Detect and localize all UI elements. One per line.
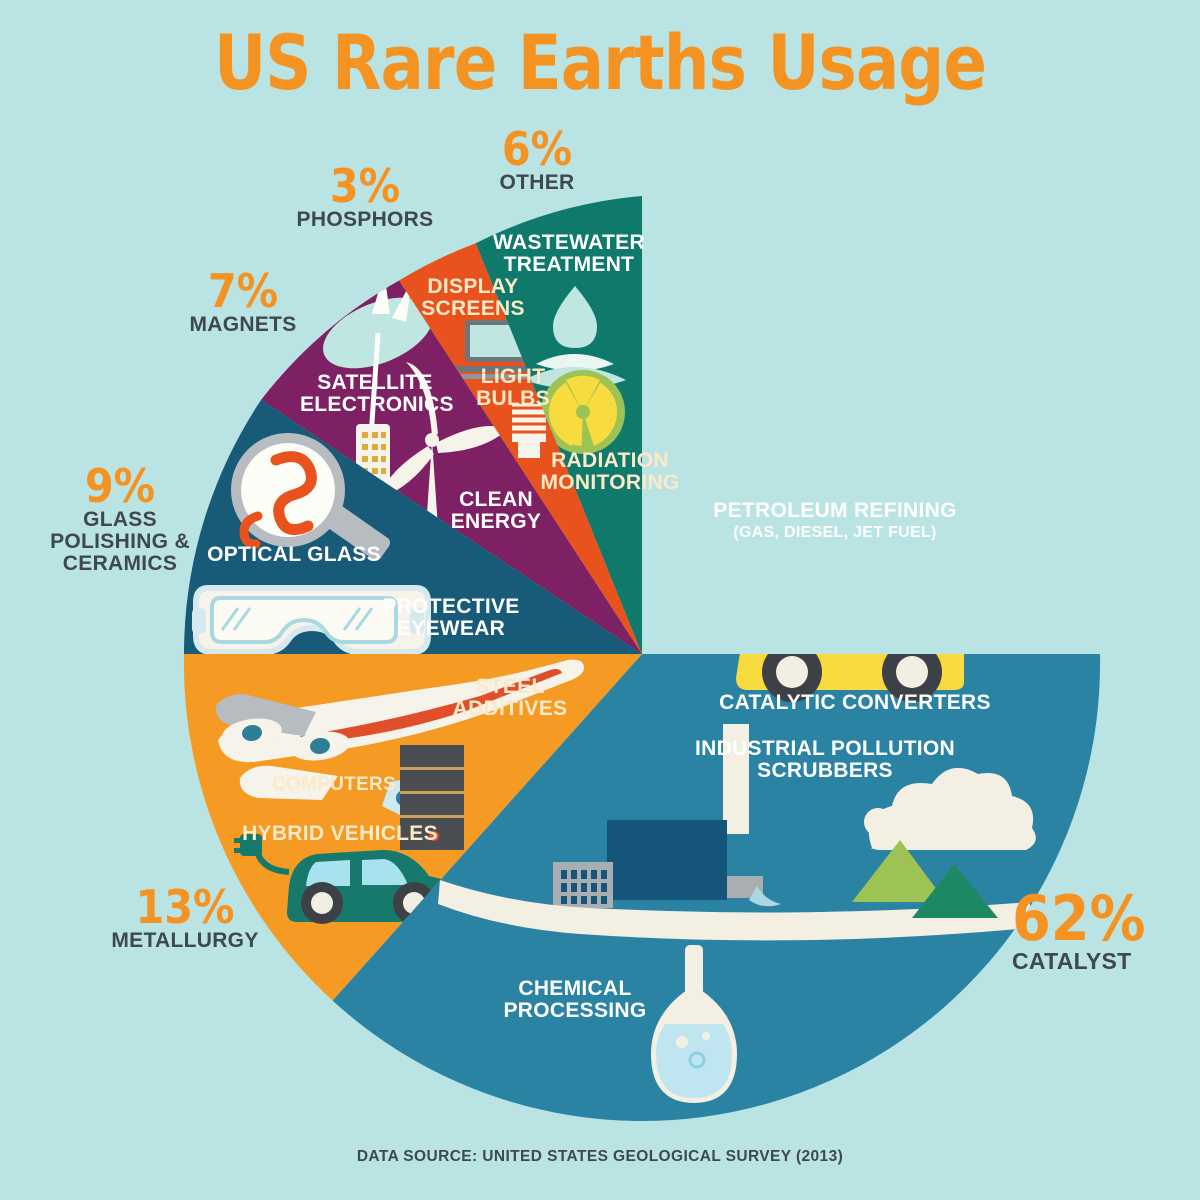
server-icon	[400, 745, 464, 850]
goggles-icon	[192, 585, 431, 654]
label-petroleum-sub: (GAS, DIESEL, JET FUEL)	[733, 523, 937, 541]
callout-catalyst-label: CATALYST	[1012, 947, 1132, 974]
label-wastewater-line1: WASTEWATER	[493, 231, 645, 254]
label-radiation-monitoring: RADIATION MONITORING	[530, 450, 690, 494]
label-satellite-line2: ELECTRONICS	[300, 392, 454, 416]
label-petroleum-refining: PETROLEUM REFINING (GAS, DIESEL, JET FUE…	[690, 500, 980, 541]
label-eyewear-line1: PROTECTIVE	[382, 595, 520, 618]
label-chemical-processing: CHEMICAL PROCESSING	[480, 978, 670, 1022]
callout-metallurgy-percent: 13%	[135, 880, 235, 934]
radiation-icon	[541, 370, 625, 454]
label-scrubbers-line2: SCRUBBERS	[757, 758, 893, 782]
label-clean-line1: CLEAN	[459, 488, 533, 511]
callout-catalyst[interactable]: 62% CATALYST	[1012, 882, 1192, 974]
label-radiation-line2: MONITORING	[540, 470, 680, 494]
callout-catalyst-percent: 62%	[1012, 882, 1146, 955]
slice-magnets[interactable]	[261, 280, 642, 655]
label-display-line1: DISPLAY	[427, 275, 519, 298]
label-computers: COMPUTERS	[271, 774, 397, 795]
label-wastewater-line2: TREATMENT	[503, 252, 635, 276]
fuel-pump-icon	[830, 355, 936, 510]
callout-glass-label-line2: POLISHING &	[50, 529, 190, 553]
label-chemical-line1: CHEMICAL	[518, 977, 632, 1000]
label-petroleum-main: PETROLEUM REFINING	[713, 499, 957, 522]
label-steel-line2: ADDITIVES	[452, 696, 568, 720]
hills-icon	[852, 840, 998, 918]
label-clean-energy: CLEAN ENERGY	[446, 489, 546, 533]
label-radiation-line1: RADIATION	[551, 449, 669, 472]
label-hybrid-vehicles: HYBRID VEHICLES	[242, 822, 438, 845]
data-source-footer: DATA SOURCE: UNITED STATES GEOLOGICAL SU…	[356, 1148, 844, 1165]
callout-glass[interactable]: 9% GLASS POLISHING & CERAMICS	[25, 459, 215, 576]
suv-icon	[736, 654, 964, 702]
label-steel-line1: STEEL	[475, 675, 545, 698]
callout-glass-percent: 9%	[84, 459, 156, 513]
wind-turbine-icon	[380, 362, 508, 528]
hybrid-car-icon	[234, 834, 467, 924]
label-protective-eyewear: PROTECTIVE EYEWEAR	[376, 596, 526, 640]
river-icon	[438, 880, 1030, 941]
callout-glass-label-line3: CERAMICS	[62, 552, 178, 576]
callout-glass-label-line1: GLASS	[83, 507, 157, 531]
callout-magnets[interactable]: 7% MAGNETS	[148, 264, 338, 336]
factory-icon	[553, 724, 763, 908]
label-satellite-line1: SATELLITE	[317, 371, 433, 394]
label-light-line1: LIGHT	[480, 365, 546, 388]
label-industrial-pollution-scrubbers: INDUSTRIAL POLLUTION SCRUBBERS	[660, 738, 990, 782]
callout-phosphors[interactable]: 3% PHOSPHORS	[265, 159, 465, 231]
label-catalytic-converters: CATALYTIC CONVERTERS	[719, 691, 991, 714]
callout-metallurgy[interactable]: 13% METALLURGY	[75, 880, 295, 952]
label-display-line2: SCREENS	[421, 296, 525, 320]
label-light-line2: BULBS	[476, 386, 550, 410]
smoke-cloud-icon	[864, 767, 1036, 850]
flask-icon	[651, 945, 737, 1103]
magnifier-icon	[231, 433, 391, 561]
callout-other[interactable]: 6% OTHER	[437, 122, 637, 194]
callout-phosphors-label: PHOSPHORS	[296, 207, 434, 231]
label-eyewear-line2: EYEWEAR	[396, 616, 506, 640]
light-bulb-icon	[512, 404, 546, 458]
label-scrubbers-line1: INDUSTRIAL POLLUTION	[695, 737, 955, 760]
label-optical-glass: OPTICAL GLASS	[207, 543, 381, 566]
callout-other-percent: 6%	[501, 122, 573, 176]
label-chemical-line2: PROCESSING	[503, 998, 647, 1022]
label-display-screens: DISPLAY SCREENS	[414, 276, 532, 320]
label-satellite-electronics: SATELLITE ELECTRONICS	[300, 371, 454, 416]
page-title: US Rare Earths Usage	[213, 18, 987, 107]
label-wastewater-treatment: WASTEWATER TREATMENT	[489, 232, 649, 276]
callout-other-label: OTHER	[499, 170, 575, 194]
callout-magnets-label: MAGNETS	[189, 312, 297, 336]
callout-magnets-percent: 7%	[207, 264, 279, 318]
callout-metallurgy-label: METALLURGY	[111, 928, 259, 952]
callout-phosphors-percent: 3%	[329, 159, 401, 213]
label-steel-additives: STEEL ADDITIVES	[440, 676, 580, 720]
label-clean-line2: ENERGY	[450, 509, 542, 533]
label-light-bulbs: LIGHT BULBS	[468, 366, 558, 410]
